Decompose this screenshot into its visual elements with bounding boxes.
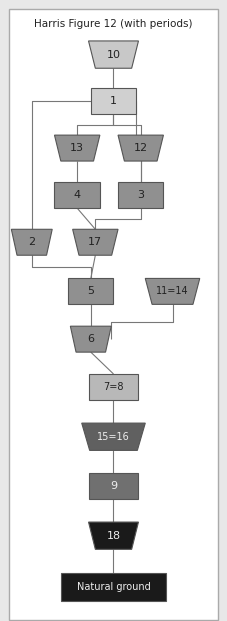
FancyBboxPatch shape [118,182,163,208]
Text: 5: 5 [87,286,94,296]
Text: 15=16: 15=16 [97,432,130,442]
Text: Harris Figure 12 (with periods): Harris Figure 12 (with periods) [34,19,193,29]
Polygon shape [118,135,163,161]
Text: 7=8: 7=8 [103,382,124,392]
Text: Natural ground: Natural ground [77,582,150,592]
Polygon shape [73,229,118,255]
FancyBboxPatch shape [89,374,138,400]
FancyBboxPatch shape [68,278,114,304]
Polygon shape [11,229,52,255]
Text: 3: 3 [137,190,144,200]
Polygon shape [89,522,138,550]
Polygon shape [70,326,111,352]
Text: 13: 13 [70,143,84,153]
FancyBboxPatch shape [91,88,136,114]
Text: 11=14: 11=14 [156,286,189,296]
Polygon shape [89,41,138,68]
Polygon shape [145,278,200,304]
Text: 17: 17 [88,237,102,247]
Text: 10: 10 [106,50,121,60]
Text: 2: 2 [28,237,35,247]
Text: 6: 6 [87,334,94,344]
Text: 18: 18 [106,531,121,541]
Text: 1: 1 [110,96,117,106]
FancyBboxPatch shape [54,182,100,208]
Text: 9: 9 [110,481,117,491]
FancyBboxPatch shape [9,9,218,620]
Text: 4: 4 [74,190,81,200]
Polygon shape [82,423,145,450]
FancyBboxPatch shape [89,473,138,499]
FancyBboxPatch shape [61,573,166,601]
Text: 12: 12 [134,143,148,153]
Polygon shape [54,135,100,161]
